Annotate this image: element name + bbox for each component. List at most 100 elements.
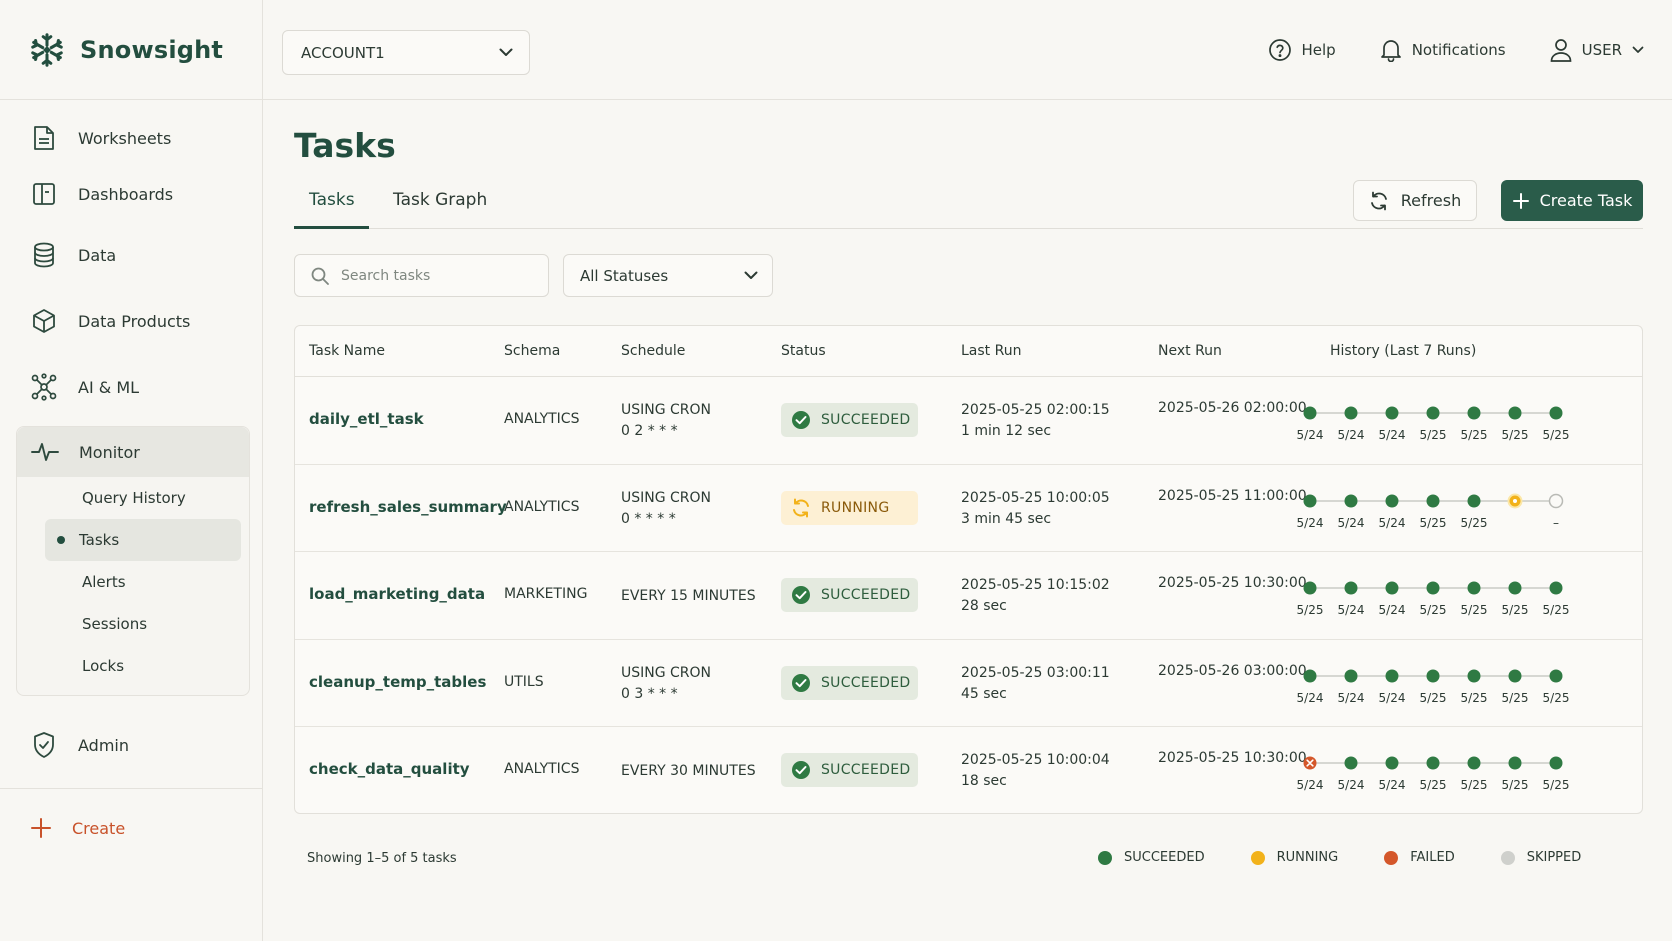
search-input[interactable] (341, 267, 541, 284)
sidebar-item-worksheets[interactable]: Worksheets (0, 110, 262, 166)
task-schema: UTILS (504, 673, 544, 690)
check-circle-icon (791, 673, 811, 693)
brand[interactable]: Snowsight (0, 0, 262, 100)
history-run-succeeded[interactable]: 5/24 (1297, 406, 1324, 443)
column-header[interactable]: Schedule (621, 343, 686, 359)
task-name-link[interactable]: check_data_quality (309, 760, 470, 778)
history-run-succeeded[interactable]: 5/24 (1297, 494, 1324, 530)
history-run-succeeded[interactable]: 5/25 (1461, 756, 1488, 793)
help-button[interactable]: Help (1268, 38, 1336, 62)
column-header[interactable]: Last Run (961, 343, 1022, 359)
monitor-group: Monitor Query History Tasks Alerts Sessi… (16, 426, 250, 696)
notifications-label: Notifications (1411, 41, 1506, 59)
status-filter-select[interactable]: All Statuses (563, 254, 773, 297)
history-run-succeeded[interactable]: 5/25 (1502, 406, 1529, 443)
history-date-label: 5/25 (1461, 691, 1488, 705)
task-name-link[interactable]: load_marketing_data (309, 585, 486, 603)
history-run-succeeded[interactable]: 5/25 (1502, 581, 1529, 618)
task-name-link[interactable]: refresh_sales_summary (309, 497, 507, 516)
run-history: 5/24 5/24 5/24 5/25 5/25 5/25 5/25 (1297, 756, 1570, 793)
history-run-succeeded[interactable]: 5/25 (1420, 669, 1447, 705)
history-run-succeeded[interactable]: 5/24 (1338, 669, 1365, 705)
history-run-succeeded[interactable]: 5/25 (1543, 581, 1570, 618)
table-row[interactable]: refresh_sales_summary ANALYTICS USING CR… (295, 465, 1642, 552)
account-select[interactable]: ACCOUNT1 (282, 30, 530, 75)
refresh-running-icon (791, 498, 811, 518)
sidebar-item-data[interactable]: Data (0, 222, 262, 288)
history-run-succeeded[interactable]: 5/24 (1338, 406, 1365, 443)
sidebar-subitem-alerts[interactable]: Alerts (17, 561, 249, 603)
sidebar-item-ai-ml[interactable]: AI & ML (0, 354, 262, 420)
notifications-button[interactable]: Notifications (1380, 38, 1506, 62)
table-row[interactable]: cleanup_temp_tables UTILS USING CRON 0 3… (295, 640, 1642, 727)
table-row[interactable]: load_marketing_data MARKETING EVERY 15 M… (295, 552, 1642, 640)
topbar: ACCOUNT1 Help Notifications (263, 0, 1672, 100)
history-run-succeeded[interactable]: 5/25 (1543, 669, 1570, 705)
history-run-succeeded[interactable]: 5/25 (1461, 669, 1488, 705)
task-name-link[interactable]: daily_etl_task (309, 410, 424, 428)
sidebar-item-admin[interactable]: Admin (0, 712, 262, 778)
create-task-button[interactable]: Create Task (1501, 180, 1643, 221)
sidebar-create-button[interactable]: Create (0, 789, 262, 867)
column-header[interactable]: Status (781, 343, 826, 359)
history-run-succeeded[interactable]: 5/24 (1379, 756, 1406, 793)
history-run-succeeded[interactable]: 5/24 (1379, 406, 1406, 443)
history-run-succeeded[interactable]: 5/24 (1338, 494, 1365, 530)
history-run-succeeded[interactable]: 5/25 (1543, 756, 1570, 793)
column-header[interactable]: Schema (504, 343, 561, 359)
task-name-link[interactable]: cleanup_temp_tables (309, 672, 487, 691)
table-row[interactable]: daily_etl_task ANALYTICS USING CRON 0 2 … (295, 377, 1642, 465)
sidebar-subitem-tasks[interactable]: Tasks (45, 519, 241, 561)
table-row[interactable]: check_data_quality ANALYTICS EVERY 30 MI… (295, 727, 1642, 813)
run-history: 5/24 5/24 5/24 5/25 5/25 5/25 5/25 (1297, 406, 1570, 443)
history-run-succeeded[interactable]: 5/25 (1502, 669, 1529, 705)
history-date-label: 5/24 (1379, 778, 1406, 792)
last-run-duration: 1 min 12 sec (961, 423, 1052, 439)
history-run-succeeded[interactable]: 5/24 (1379, 494, 1406, 530)
refresh-button[interactable]: Refresh (1353, 180, 1477, 221)
history-run-succeeded[interactable]: 5/25 (1420, 756, 1447, 793)
history-run-succeeded[interactable]: 5/25 (1502, 756, 1529, 793)
sidebar-item-label: Data (78, 245, 117, 265)
history-run-succeeded[interactable]: 5/24 (1338, 756, 1365, 793)
history-run-succeeded[interactable]: 5/25 (1543, 406, 1570, 443)
history-run-succeeded[interactable]: 5/24 (1297, 669, 1324, 705)
history-run-succeeded[interactable]: 5/25 (1420, 581, 1447, 618)
sidebar-item-data-products[interactable]: Data Products (0, 288, 262, 354)
history-run-succeeded[interactable]: 5/25 (1461, 494, 1488, 530)
history-run-succeeded[interactable]: 5/24 (1379, 669, 1406, 705)
history-date-label: 5/25 (1420, 428, 1447, 442)
status-badge: SUCCEEDED (781, 403, 918, 437)
legend-dot (1098, 850, 1112, 865)
history-run-failed[interactable]: 5/24 (1297, 756, 1324, 793)
history-run-succeeded[interactable]: 5/25 (1461, 406, 1488, 443)
last-run-duration: 3 min 45 sec (961, 510, 1052, 527)
history-run-succeeded[interactable]: 5/24 (1379, 581, 1406, 618)
history-run-succeeded[interactable]: 5/25 (1461, 581, 1488, 618)
status-label: RUNNING (821, 499, 890, 516)
history-run-succeeded[interactable]: 5/25 (1297, 581, 1324, 618)
column-header[interactable]: Task Name (309, 343, 385, 359)
last-run-time: 2025-05-25 03:00:11 (961, 664, 1110, 681)
sidebar-subitem-query-history[interactable]: Query History (17, 477, 249, 519)
tab-task-graph[interactable]: Task Graph (393, 190, 487, 210)
tab-label: Tasks (309, 190, 355, 210)
sidebar-subitem-locks[interactable]: Locks (17, 645, 249, 687)
history-date-label: 5/25 (1461, 603, 1488, 617)
sidebar-item-dashboards[interactable]: Dashboards (0, 166, 262, 222)
tab-tasks[interactable]: Tasks (309, 190, 355, 210)
last-run-time: 2025-05-25 02:00:15 (961, 402, 1110, 418)
column-header[interactable]: Next Run (1158, 343, 1222, 359)
sidebar-subitem-sessions[interactable]: Sessions (17, 603, 249, 645)
sidebar-item-label: Monitor (79, 442, 140, 462)
history-run-skipped[interactable]: – (1548, 493, 1564, 530)
history-run-succeeded[interactable]: 5/24 (1338, 581, 1365, 618)
history-run-succeeded[interactable]: 5/25 (1420, 406, 1447, 443)
chevron-down-icon (499, 48, 513, 57)
history-run-succeeded[interactable]: 5/25 (1420, 494, 1447, 530)
history-run-running[interactable] (1507, 493, 1523, 508)
history-date-label: 5/25 (1420, 691, 1447, 705)
sidebar-item-monitor[interactable]: Monitor (17, 427, 249, 477)
schedule-line: 0 3 * * * (621, 685, 678, 702)
user-menu-button[interactable]: USER (1550, 38, 1644, 62)
